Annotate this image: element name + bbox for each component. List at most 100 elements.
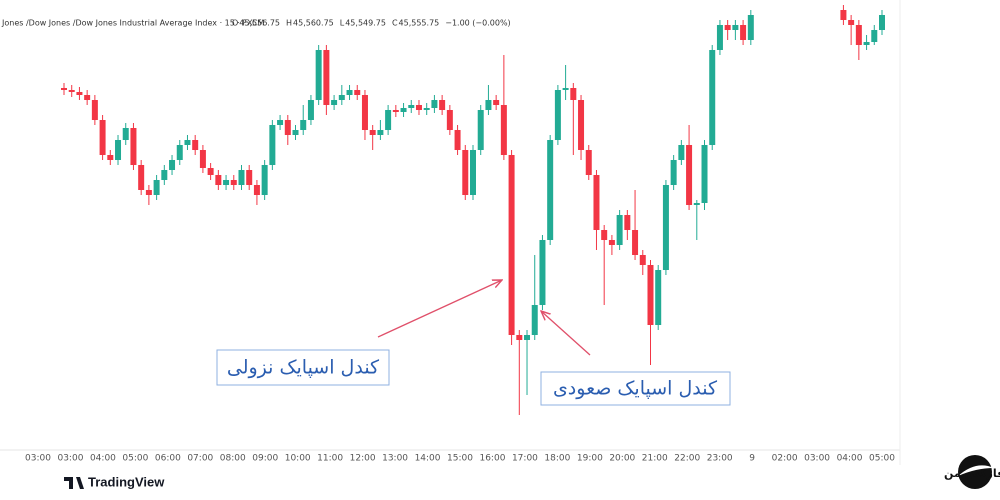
x-tick-label: 19:00 (577, 454, 603, 464)
x-tick-label: 03:00 (57, 454, 83, 464)
candle-body (500, 105, 507, 155)
candle-body (431, 100, 438, 108)
ohlc-value: 45,556.75 (239, 19, 280, 28)
candle-body (169, 160, 176, 170)
candle-body (84, 95, 91, 100)
tradingview-logo: TradingView (64, 474, 165, 489)
candle-body (176, 145, 183, 160)
candle-body (855, 25, 862, 45)
ohlc-legend: O 45,556.75 H 45,560.75 L 45,549.75 C 45,555.75… (232, 19, 511, 28)
x-tick-label: 03:00 (804, 454, 830, 464)
platform-name: TradingView (88, 474, 165, 489)
candle-body (686, 145, 693, 205)
candle-body (408, 105, 415, 108)
candle-body (269, 125, 276, 165)
candle-body (292, 130, 299, 135)
candle-body (840, 10, 847, 20)
candle-body (122, 128, 129, 140)
candle-body (145, 190, 152, 195)
candle-body (585, 150, 592, 175)
candle-body (863, 42, 870, 45)
x-tick-label: 18:00 (544, 454, 570, 464)
candle-body (338, 95, 345, 100)
candle-body (99, 120, 106, 155)
candle-body (323, 50, 330, 105)
x-tick-label: 05:00 (869, 454, 895, 464)
candle-body (331, 100, 338, 105)
candle-body (346, 90, 353, 95)
ohlc-value: 45,560.75 (293, 19, 334, 28)
candle-body (207, 168, 214, 175)
x-tick-label: 04:00 (837, 454, 863, 464)
candle-body (215, 175, 222, 185)
candle-body (593, 175, 600, 230)
candle-body (354, 90, 361, 95)
candle-body (678, 145, 685, 160)
candle-body (601, 230, 608, 240)
x-tick-label: 23:00 (707, 454, 733, 464)
brand-name: خانه فارکس من (944, 467, 1000, 480)
candle-body (570, 88, 577, 100)
ohlc-value: 45,549.75 (345, 19, 386, 28)
plot-area (61, 5, 885, 415)
candle-body (423, 108, 430, 110)
candle-body (300, 120, 307, 130)
candle-body (724, 25, 731, 30)
candle-body (554, 90, 561, 140)
candle-body (632, 230, 639, 255)
candle-body (848, 20, 855, 25)
ohlc-key: L (340, 19, 345, 28)
x-tick-label: 04:00 (90, 454, 116, 464)
ohlc-value: 45,555.75 (399, 19, 440, 28)
candle-body (693, 203, 700, 205)
candle-body (701, 145, 708, 203)
candle-body (879, 15, 885, 30)
x-tick-label: 9 (749, 454, 755, 464)
x-tick-label: 09:00 (252, 454, 278, 464)
annotation: کندل اسپایک نزولی (227, 357, 380, 379)
x-tick-label: 06:00 (155, 454, 181, 464)
candle-body (361, 95, 368, 130)
candle-body (284, 120, 291, 135)
candle-body (616, 215, 623, 245)
candle-body (377, 130, 384, 135)
candle-body (531, 305, 538, 335)
x-tick-label: 03:00 (25, 454, 51, 464)
candle-body (68, 90, 75, 92)
x-tick-label: 17:00 (512, 454, 538, 464)
candle-body (454, 130, 461, 150)
candle-body (662, 185, 669, 270)
candle-body (608, 240, 615, 245)
ohlc-key: C (392, 19, 398, 28)
chart-title: Jones /Dow Jones /Dow Jones Industrial A… (1, 19, 265, 28)
candle-body (369, 130, 376, 135)
candle-body (400, 108, 407, 112)
candle-body (76, 92, 83, 95)
arrow (541, 311, 591, 356)
candle-body (547, 140, 554, 240)
candle-body (639, 255, 646, 265)
candle-body (130, 128, 137, 165)
candle-body (253, 185, 260, 195)
candle-body (261, 165, 268, 195)
candle-body (230, 180, 237, 185)
candle-body (516, 335, 523, 340)
candle-body (415, 105, 422, 110)
candle-body (562, 88, 569, 90)
candle-body (732, 25, 739, 30)
x-tick-label: 08:00 (220, 454, 246, 464)
candle-body (655, 270, 662, 325)
candle-body (192, 140, 199, 150)
x-tick-label: 22:00 (674, 454, 700, 464)
candle-body (115, 140, 122, 160)
candle-body (107, 155, 114, 160)
x-tick-label: 07:00 (187, 454, 213, 464)
candle-body (61, 88, 67, 90)
candle-body (315, 50, 322, 100)
candle-body (493, 100, 500, 105)
candle-body (161, 170, 168, 180)
candle-body (747, 15, 754, 40)
x-tick-label: 05:00 (122, 454, 148, 464)
